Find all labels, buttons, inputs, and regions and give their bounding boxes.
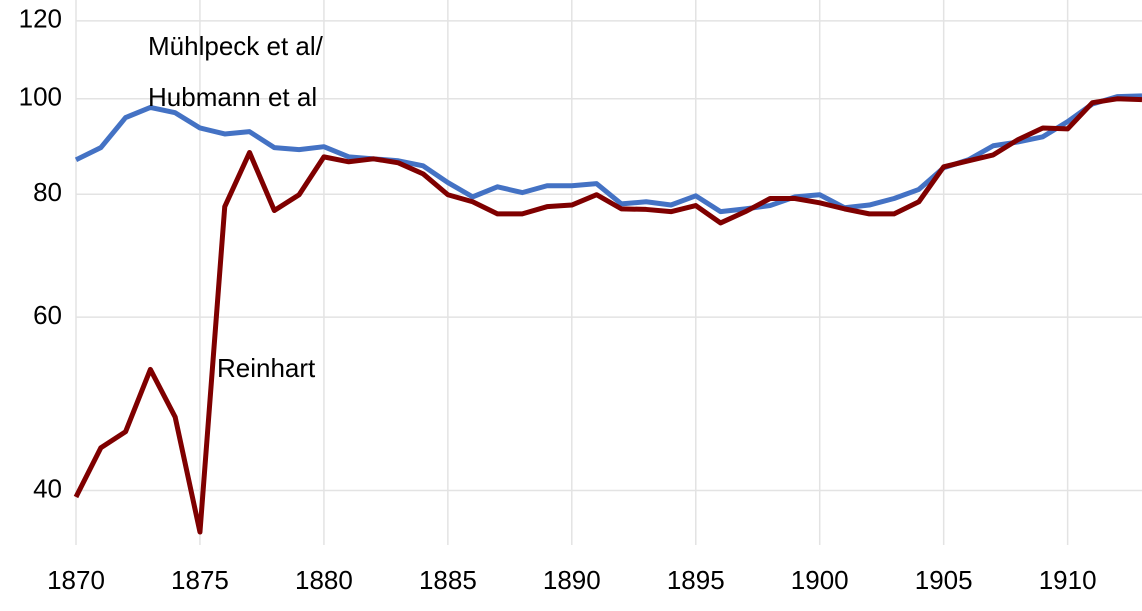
y-tick-label: 120 [19, 4, 62, 34]
y-tick-label: 100 [19, 82, 62, 112]
x-tick-label: 1895 [667, 565, 725, 595]
x-tick-label: 1875 [171, 565, 229, 595]
x-tick-label: 1905 [915, 565, 973, 595]
y-tick-label: 80 [33, 177, 62, 207]
x-tick-label: 1890 [543, 565, 601, 595]
y-tick-label: 60 [33, 300, 62, 330]
annotation: Reinhart [217, 353, 316, 383]
y-tick-label: 40 [33, 473, 62, 503]
x-tick-label: 1910 [1039, 565, 1097, 595]
x-tick-label: 1885 [419, 565, 477, 595]
x-tick-label: 1880 [295, 565, 353, 595]
annotation: Hubmann et al [148, 82, 317, 112]
x-tick-label: 1870 [47, 565, 105, 595]
series-line [73, 96, 1142, 535]
annotation: Mühlpeck et al/ [148, 31, 324, 61]
x-tick-label: 1900 [791, 565, 849, 595]
